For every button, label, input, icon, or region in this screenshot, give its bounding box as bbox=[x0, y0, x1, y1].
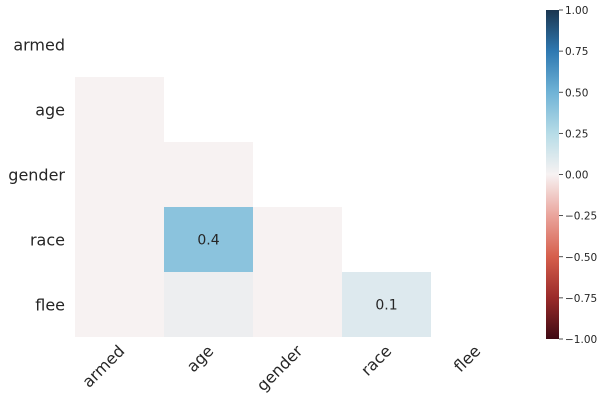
heatmap-cell-flee-gender bbox=[253, 272, 342, 337]
heatmap-cell-race-gender bbox=[253, 207, 342, 272]
heatmap-cell-flee-race bbox=[342, 272, 431, 337]
cell-annotation-flee-race: 0.1 bbox=[375, 298, 397, 314]
heatmap-cell-race-age bbox=[164, 207, 253, 272]
colorbar: 1.00 0.75 0.50 0.25 0.00 −0.25 −0.50 −0.75 −1.00 bbox=[546, 5, 597, 346]
column-label-armed: armed bbox=[78, 341, 128, 391]
heatmap-cell-gender-age bbox=[164, 142, 253, 207]
heatmap-cells bbox=[75, 77, 431, 337]
row-label-armed: armed bbox=[13, 36, 65, 55]
row-labels: armed age gender race flee bbox=[8, 36, 65, 315]
row-label-gender: gender bbox=[8, 166, 65, 185]
colorbar-tick-label: −1.00 bbox=[565, 334, 597, 346]
heatmap-cell-gender-armed bbox=[75, 142, 164, 207]
row-label-flee: flee bbox=[35, 296, 65, 315]
colorbar-gradient bbox=[546, 10, 559, 339]
cell-annotation-race-age: 0.4 bbox=[197, 233, 219, 249]
heatmap-cell-flee-armed bbox=[75, 272, 164, 337]
column-label-gender: gender bbox=[253, 341, 307, 395]
cell-annotations: 0.4 0.1 bbox=[197, 233, 397, 314]
column-label-race: race bbox=[357, 341, 395, 379]
heatmap-cell-flee-age bbox=[164, 272, 253, 337]
colorbar-tick-label: −0.25 bbox=[565, 211, 597, 223]
colorbar-tick-label: 0.75 bbox=[565, 46, 588, 58]
row-label-race: race bbox=[30, 231, 65, 250]
colorbar-tick-label: −0.75 bbox=[565, 293, 597, 305]
colorbar-ticks: 1.00 0.75 0.50 0.25 0.00 −0.25 −0.50 −0.75 −1.00 bbox=[559, 5, 597, 346]
column-label-flee: flee bbox=[450, 341, 484, 375]
colorbar-tick-label: 1.00 bbox=[565, 5, 588, 17]
colorbar-tick-label: 0.25 bbox=[565, 128, 588, 140]
colorbar-tick-label: −0.50 bbox=[565, 252, 597, 264]
row-label-age: age bbox=[35, 101, 65, 120]
column-labels: armed age gender race flee bbox=[78, 341, 484, 395]
column-label-age: age bbox=[183, 341, 218, 376]
heatmap-cell-age-armed bbox=[75, 77, 164, 142]
colorbar-tick-label: 0.00 bbox=[565, 170, 588, 182]
heatmap-cell-race-armed bbox=[75, 207, 164, 272]
colorbar-tick-label: 0.50 bbox=[565, 87, 588, 99]
